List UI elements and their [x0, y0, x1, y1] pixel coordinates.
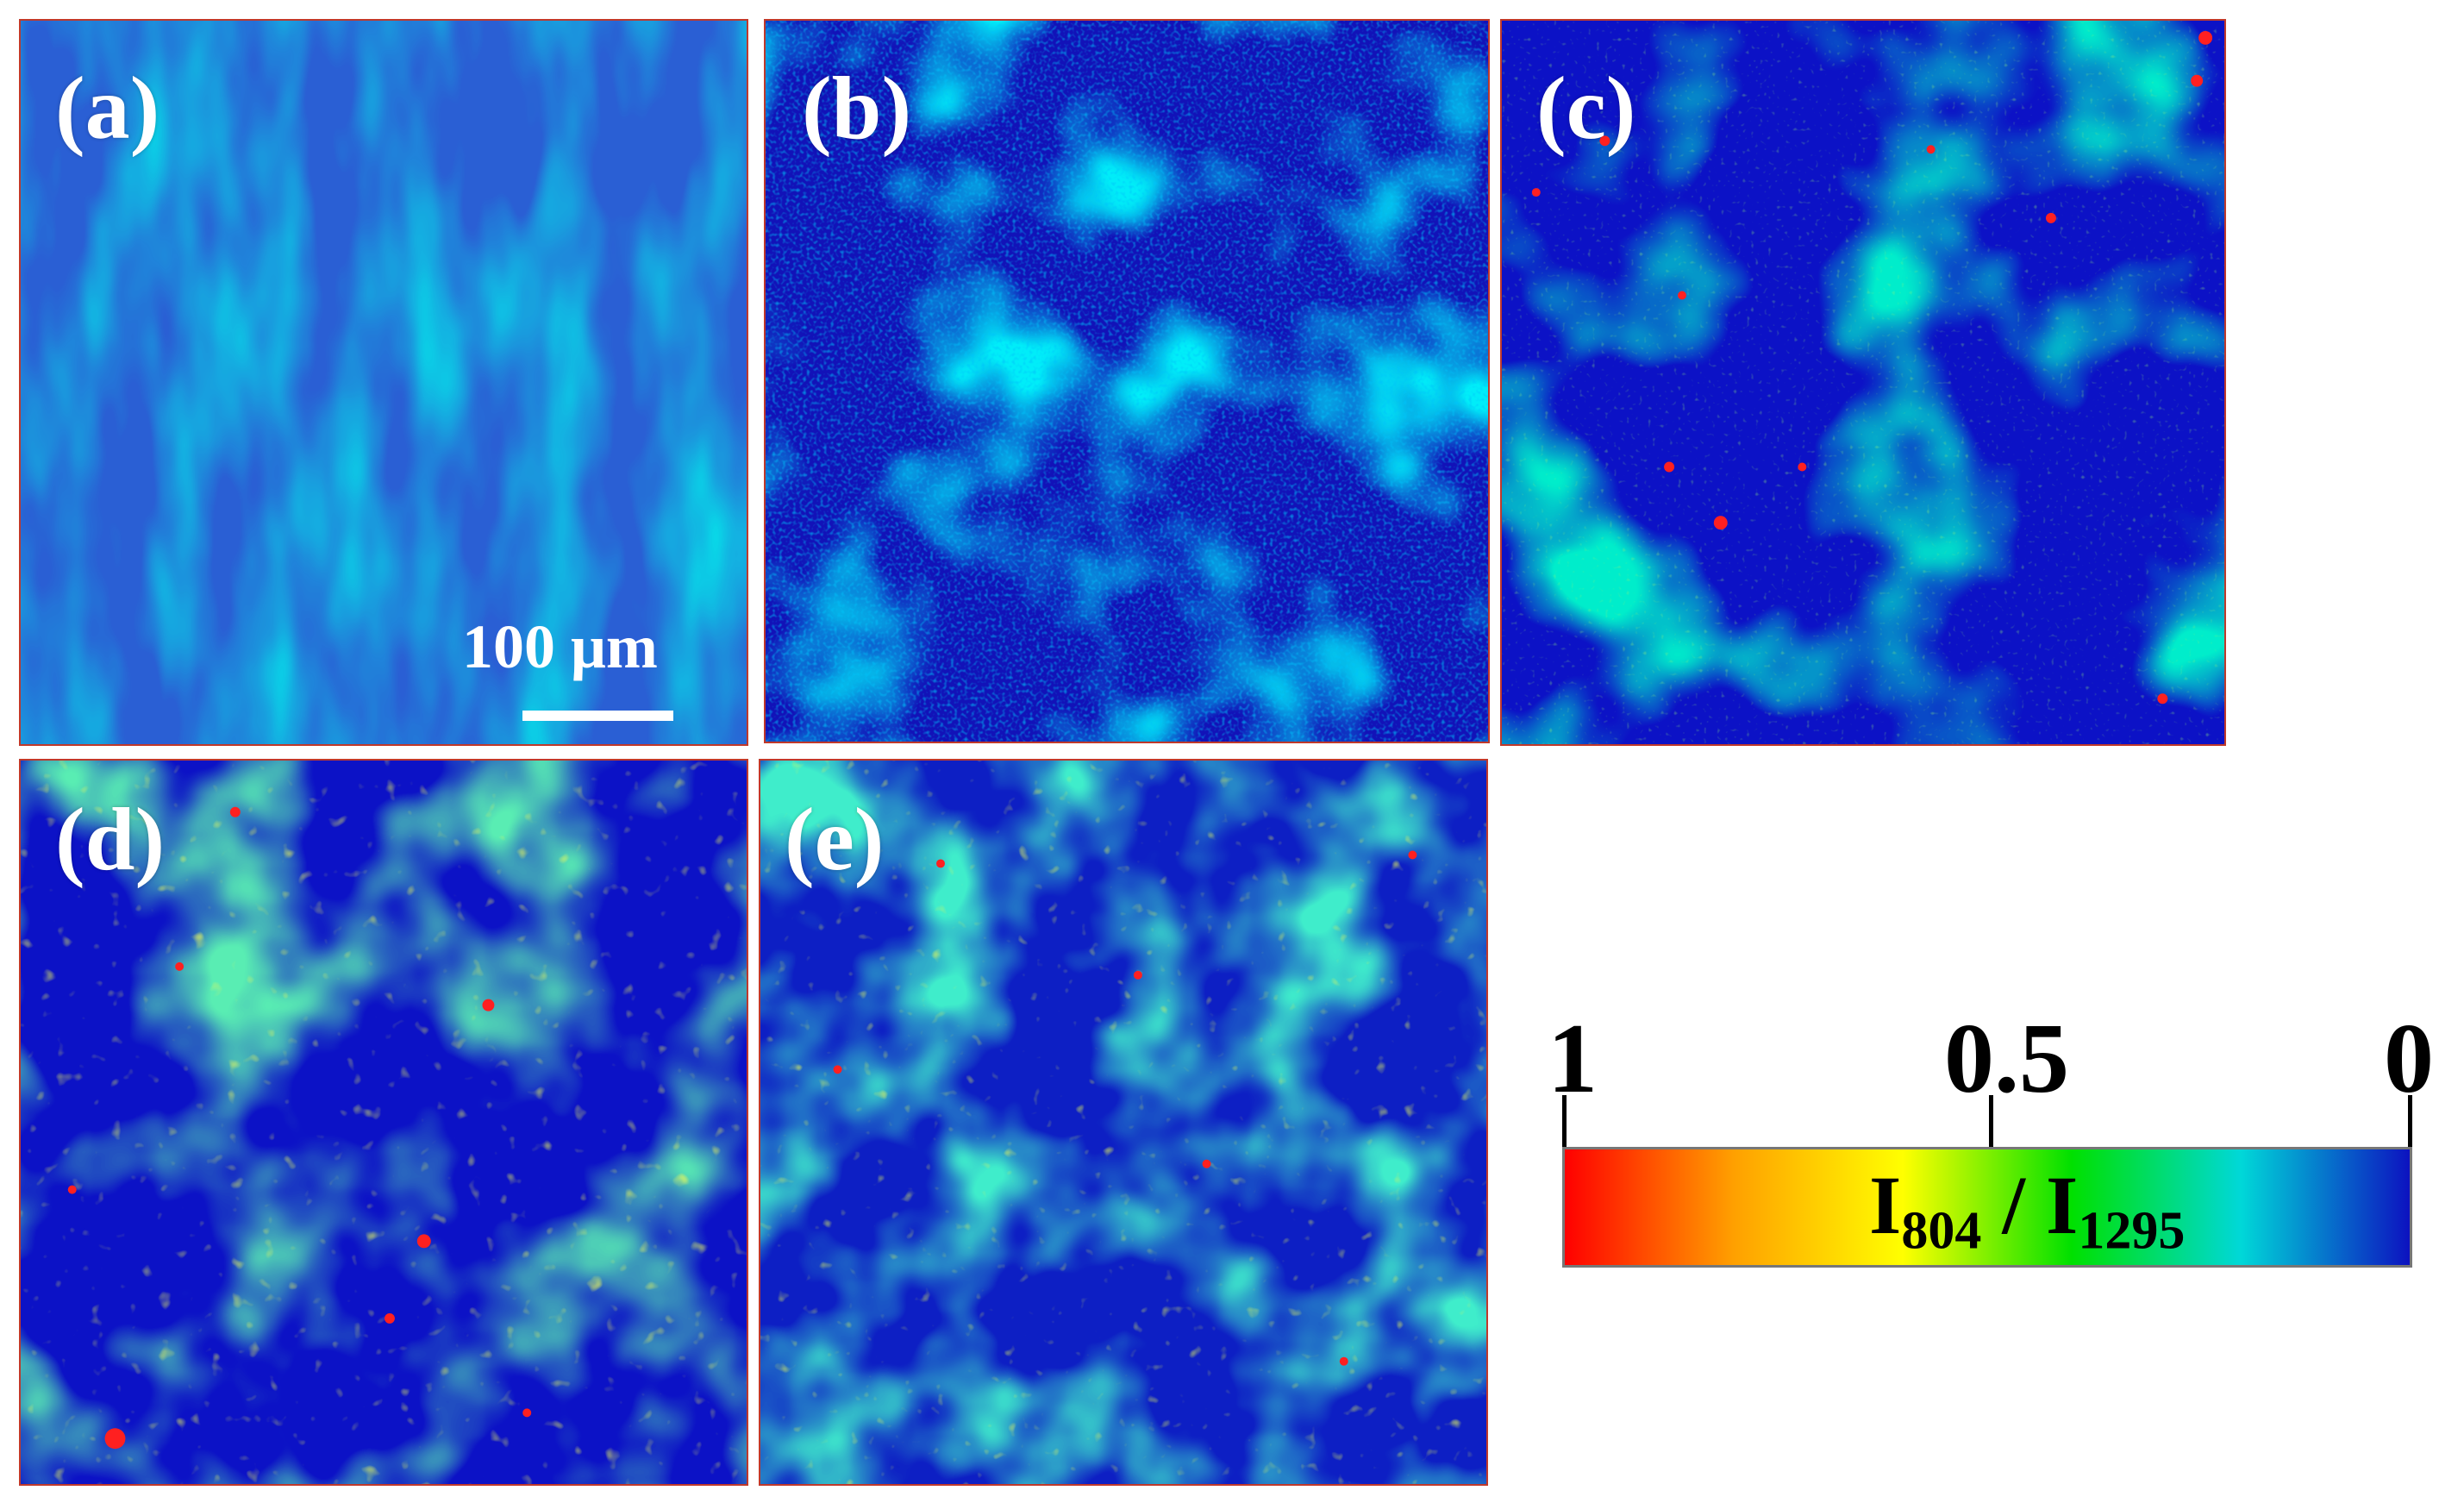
colorbar-tick-0 [2408, 1095, 2412, 1174]
raman-map-a [21, 21, 747, 744]
raman-map-d [21, 761, 747, 1484]
scale-bar-label: 100 μm [462, 612, 658, 681]
raman-map-e [760, 761, 1486, 1484]
panel-label-b: (b) [802, 59, 912, 158]
colorbar-gradient [1562, 1147, 2412, 1268]
panel-label-e: (e) [785, 790, 885, 889]
panel-label-d: (d) [55, 790, 166, 889]
map-panel-e: (e) [759, 759, 1488, 1486]
map-panel-a: (a) 100 μm [19, 19, 748, 746]
colorbar-tick-label-0-5: 0.5 [1944, 1004, 2069, 1114]
colorbar-tick-label-1: 1 [1548, 1004, 1598, 1114]
map-panel-c: (c) [1500, 19, 2226, 746]
raman-map-b [766, 21, 1488, 742]
panel-label-a: (a) [55, 59, 160, 158]
map-panel-b: (b) [764, 19, 1490, 743]
colorbar-tick-0-5 [1989, 1095, 1993, 1174]
scale-bar [522, 711, 673, 721]
raman-map-c [1502, 21, 2224, 744]
map-panel-d: (d) [19, 759, 748, 1486]
colorbar-title-sub-804: 804 [1901, 1201, 1982, 1261]
panel-label-c: (c) [1536, 59, 1636, 158]
colorbar-title-main: I [1869, 1159, 1902, 1251]
colorbar-title-sub-1295: 1295 [2078, 1201, 2186, 1261]
colorbar-tick-1 [1562, 1095, 1567, 1174]
colorbar-title: I804 / I1295 [1869, 1164, 2186, 1261]
colorbar-tick-label-0: 0 [2384, 1004, 2434, 1114]
colorbar-title-separator: / I [1981, 1159, 2079, 1251]
